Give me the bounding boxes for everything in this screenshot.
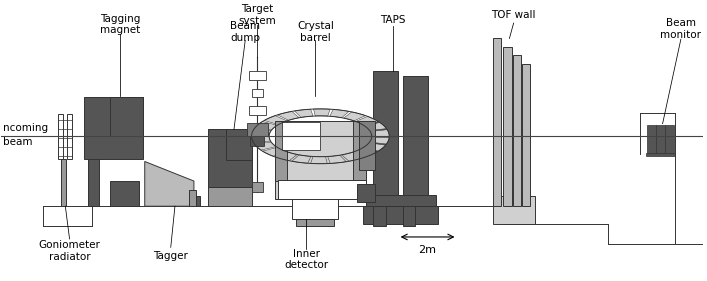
Bar <box>275 121 366 199</box>
Bar <box>208 187 252 206</box>
Wedge shape <box>262 147 285 156</box>
Wedge shape <box>252 136 271 143</box>
Bar <box>83 97 144 159</box>
Text: Tagger: Tagger <box>153 251 188 261</box>
Bar <box>522 64 530 206</box>
Wedge shape <box>354 148 377 157</box>
Text: beam: beam <box>3 137 33 147</box>
Bar <box>363 206 438 225</box>
Wedge shape <box>310 157 327 164</box>
Bar <box>296 219 334 226</box>
Wedge shape <box>330 109 349 118</box>
Bar <box>513 55 521 206</box>
Bar <box>282 122 320 150</box>
Wedge shape <box>252 129 271 135</box>
Wedge shape <box>295 109 313 117</box>
Wedge shape <box>278 111 299 120</box>
Bar <box>373 71 398 196</box>
Wedge shape <box>344 112 366 121</box>
Text: Inner
detector: Inner detector <box>284 248 329 270</box>
Bar <box>373 206 386 226</box>
Bar <box>279 180 366 199</box>
Wedge shape <box>255 142 276 150</box>
Bar <box>61 159 66 206</box>
Bar <box>402 76 428 196</box>
Wedge shape <box>341 152 363 161</box>
Bar <box>647 125 655 153</box>
Wedge shape <box>292 155 311 163</box>
Bar <box>366 195 436 206</box>
Bar <box>196 196 200 206</box>
Bar <box>249 106 266 115</box>
Bar <box>110 181 139 206</box>
Text: TOF wall: TOF wall <box>491 10 536 20</box>
Bar <box>402 206 415 226</box>
Text: Beam
dump: Beam dump <box>230 21 260 43</box>
Bar <box>503 47 512 206</box>
Bar <box>656 125 665 153</box>
Bar <box>252 89 263 97</box>
Bar <box>645 153 675 156</box>
Text: Crystal
barrel: Crystal barrel <box>297 21 334 43</box>
Bar <box>359 121 375 170</box>
Bar <box>247 123 268 136</box>
Wedge shape <box>255 121 277 130</box>
Bar <box>249 71 266 80</box>
Wedge shape <box>264 115 287 124</box>
Bar <box>250 136 264 146</box>
Wedge shape <box>363 143 385 151</box>
Bar <box>88 159 99 206</box>
Bar <box>357 184 375 202</box>
Wedge shape <box>365 123 387 131</box>
Bar <box>493 38 501 206</box>
Bar <box>665 125 674 153</box>
Bar <box>189 190 196 206</box>
Bar <box>67 114 72 159</box>
Text: ncoming: ncoming <box>3 123 48 133</box>
Bar <box>292 199 338 219</box>
Bar <box>275 121 287 181</box>
Text: Tagging
magnet: Tagging magnet <box>100 14 140 35</box>
Text: Target
system: Target system <box>238 4 276 26</box>
Text: Beam
monitor: Beam monitor <box>660 19 701 40</box>
Text: TAPS: TAPS <box>380 15 406 25</box>
Text: 2m: 2m <box>419 245 436 255</box>
Bar <box>226 129 252 160</box>
Wedge shape <box>313 109 330 116</box>
Text: Goniometer
radiator: Goniometer radiator <box>39 240 100 262</box>
Wedge shape <box>275 152 297 161</box>
Wedge shape <box>356 116 378 125</box>
Bar <box>252 182 263 192</box>
Bar <box>208 129 252 187</box>
Bar <box>110 97 144 136</box>
Bar <box>493 196 534 225</box>
Bar <box>58 114 63 159</box>
Wedge shape <box>370 130 390 136</box>
Bar <box>354 121 366 181</box>
Polygon shape <box>145 162 194 206</box>
Wedge shape <box>370 137 389 144</box>
Wedge shape <box>328 155 346 164</box>
